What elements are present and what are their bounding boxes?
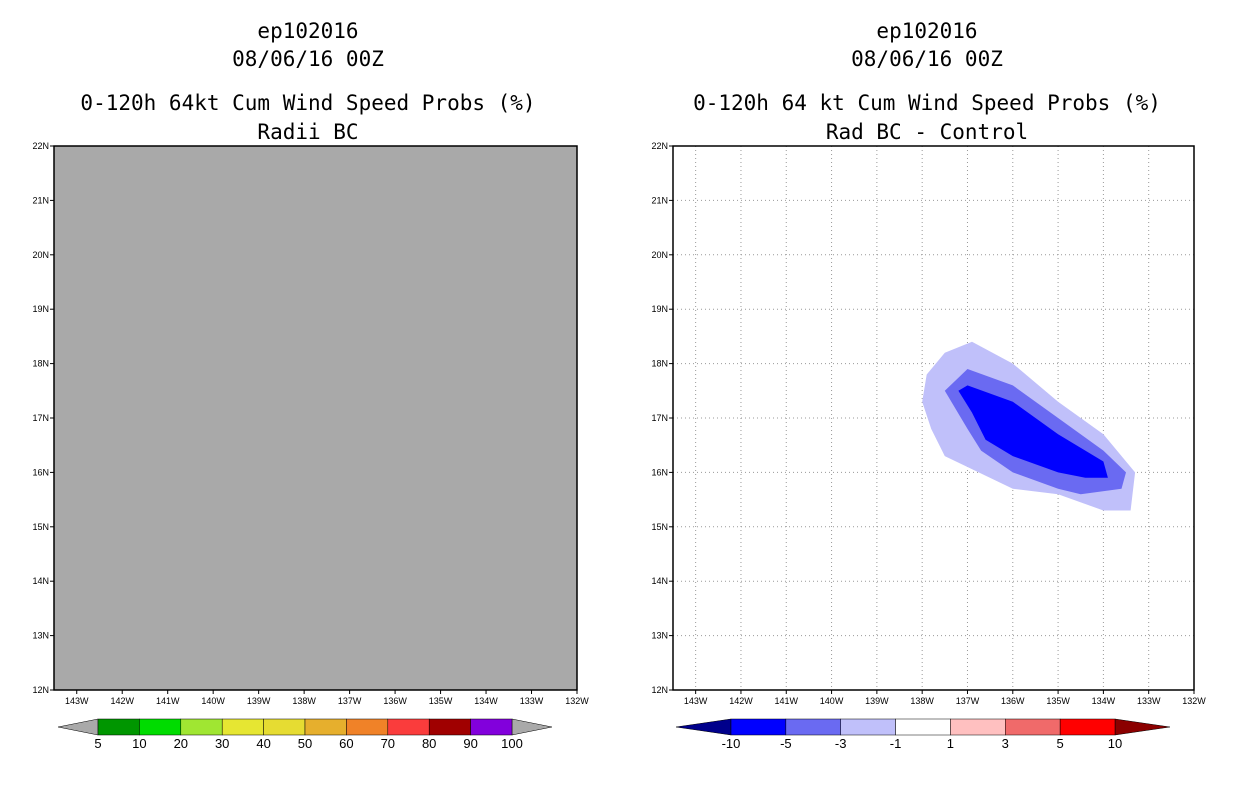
right-chart-title: 0-120h 64 kt Cum Wind Speed Probs (%) — [693, 91, 1161, 115]
right-colorbar-label-3: 3 — [1002, 736, 1009, 751]
left-colorbar-label-60: 60 — [339, 736, 353, 751]
right-x-tick-label-137w: 137W — [956, 696, 980, 706]
left-x-tick-label-136w: 136W — [383, 696, 407, 706]
left-colorbar-label-90: 90 — [463, 736, 477, 751]
left-y-tick-label-18n: 18N — [32, 359, 49, 369]
right-colorbar-label--1: -1 — [890, 736, 902, 751]
left-colorbar-segment-2 — [139, 718, 182, 736]
right-colorbar-label--10: -10 — [722, 736, 741, 751]
left-colorbar-segment-9 — [428, 718, 471, 736]
left-x-tick-label-135w: 135W — [429, 696, 453, 706]
left-colorbar-label-80: 80 — [422, 736, 436, 751]
left-colorbar-high-triangle — [511, 718, 553, 736]
right-colorbar-segment-4 — [895, 718, 951, 736]
left-colorbar-low-triangle — [57, 718, 99, 736]
left-y-tick-label-21n: 21N — [32, 195, 49, 205]
left-y-tick-label-15n: 15N — [32, 522, 49, 532]
left-x-tick-label-133w: 133W — [520, 696, 544, 706]
right-colorbar-low-triangle — [675, 718, 732, 736]
right-x-tick-label-140w: 140W — [820, 696, 844, 706]
left-colorbar-label-30: 30 — [215, 736, 229, 751]
left-x-tick-label-134w: 134W — [474, 696, 498, 706]
right-y-tick-label-20n: 20N — [651, 250, 668, 260]
left-colorbar-segment-8 — [387, 718, 430, 736]
left-chart-title: 0-120h 64kt Cum Wind Speed Probs (%) — [80, 91, 535, 115]
left-x-tick-label-140w: 140W — [201, 696, 225, 706]
left-colorbar-segment-5 — [263, 718, 306, 736]
left-colorbar-label-10: 10 — [132, 736, 146, 751]
left-panel-radii-bc: ep102016 08/06/16 00Z 0-120h 64kt Cum Wi… — [32, 19, 589, 751]
right-x-tick-label-133w: 133W — [1137, 696, 1161, 706]
left-y-tick-label-12n: 12N — [32, 685, 49, 695]
right-y-tick-label-12n: 12N — [651, 685, 668, 695]
left-colorbar-segment-10 — [470, 718, 513, 736]
left-colorbar-segment-1 — [97, 718, 140, 736]
right-y-tick-label-17n: 17N — [651, 413, 668, 423]
right-x-tick-label-132w: 132W — [1182, 696, 1206, 706]
left-colorbar-label-40: 40 — [256, 736, 270, 751]
left-y-tick-label-16n: 16N — [32, 467, 49, 477]
left-x-tick-label-138w: 138W — [292, 696, 316, 706]
right-colorbar-segment-7 — [1059, 718, 1116, 736]
left-x-tick-label-142w: 142W — [110, 696, 134, 706]
right-colorbar-segment-3 — [840, 718, 896, 736]
left-colorbar-label-5: 5 — [94, 736, 101, 751]
left-y-tick-label-17n: 17N — [32, 413, 49, 423]
left-y-tick-label-19n: 19N — [32, 304, 49, 314]
right-y-tick-label-22n: 22N — [651, 141, 668, 151]
right-contour-level--10 — [958, 385, 1108, 478]
right-colorbar-label--3: -3 — [835, 736, 847, 751]
left-y-tick-label-13n: 13N — [32, 631, 49, 641]
right-colorbar-label--5: -5 — [780, 736, 792, 751]
right-y-tick-label-18n: 18N — [651, 359, 668, 369]
left-colorbar-label-70: 70 — [381, 736, 395, 751]
left-chart-subtitle: Radii BC — [257, 120, 358, 144]
left-plot-area — [54, 146, 577, 690]
right-colorbar-label-5: 5 — [1057, 736, 1064, 751]
left-x-tick-label-137w: 137W — [338, 696, 362, 706]
right-x-tick-label-134w: 134W — [1092, 696, 1116, 706]
left-colorbar-label-100: 100 — [501, 736, 523, 751]
left-x-tick-label-141w: 141W — [156, 696, 180, 706]
left-colorbar-label-20: 20 — [174, 736, 188, 751]
left-x-tick-label-139w: 139W — [247, 696, 271, 706]
right-colorbar-label-10: 10 — [1108, 736, 1122, 751]
right-y-tick-label-14n: 14N — [651, 576, 668, 586]
right-colorbar-segment-5 — [950, 718, 1006, 736]
left-y-tick-label-22n: 22N — [32, 141, 49, 151]
right-y-tick-label-21n: 21N — [651, 195, 668, 205]
right-x-tick-label-136w: 136W — [1001, 696, 1025, 706]
right-x-tick-label-139w: 139W — [865, 696, 889, 706]
right-colorbar-segment-6 — [1005, 718, 1061, 736]
right-colorbar-label-1: 1 — [947, 736, 954, 751]
left-init-time: 08/06/16 00Z — [232, 47, 384, 71]
right-panel-rad-bc-minus-control: ep102016 08/06/16 00Z 0-120h 64 kt Cum W… — [651, 19, 1206, 751]
left-x-tick-label-132w: 132W — [565, 696, 589, 706]
right-x-tick-label-141w: 141W — [775, 696, 799, 706]
right-colorbar-high-triangle — [1114, 718, 1171, 736]
left-colorbar-segment-7 — [346, 718, 389, 736]
right-y-tick-label-16n: 16N — [651, 467, 668, 477]
left-y-tick-label-20n: 20N — [32, 250, 49, 260]
left-storm-id: ep102016 — [257, 19, 358, 43]
left-colorbar-segment-6 — [304, 718, 347, 736]
right-x-tick-label-135w: 135W — [1046, 696, 1070, 706]
left-y-tick-label-14n: 14N — [32, 576, 49, 586]
left-colorbar-label-50: 50 — [298, 736, 312, 751]
right-x-tick-label-142w: 142W — [729, 696, 753, 706]
right-colorbar-segment-2 — [785, 718, 841, 736]
left-colorbar-segment-3 — [180, 718, 223, 736]
right-y-tick-label-15n: 15N — [651, 522, 668, 532]
left-x-tick-label-143w: 143W — [65, 696, 89, 706]
right-init-time: 08/06/16 00Z — [851, 47, 1003, 71]
right-y-tick-label-19n: 19N — [651, 304, 668, 314]
right-y-tick-label-13n: 13N — [651, 631, 668, 641]
right-x-tick-label-143w: 143W — [684, 696, 708, 706]
left-colorbar-segment-4 — [221, 718, 264, 736]
right-storm-id: ep102016 — [876, 19, 977, 43]
right-colorbar-segment-1 — [730, 718, 787, 736]
right-x-tick-label-138w: 138W — [910, 696, 934, 706]
right-chart-subtitle: Rad BC - Control — [826, 120, 1028, 144]
